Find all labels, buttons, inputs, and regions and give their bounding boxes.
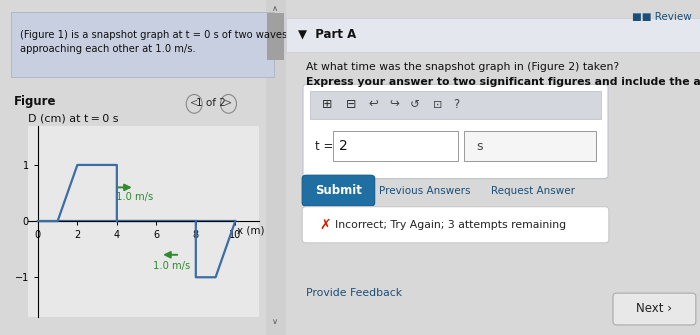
FancyBboxPatch shape (267, 13, 284, 60)
FancyBboxPatch shape (333, 131, 458, 161)
Text: Provide Feedback: Provide Feedback (307, 288, 402, 298)
Text: ↪: ↪ (389, 98, 399, 111)
Text: ⊡: ⊡ (433, 100, 442, 110)
Text: ↺: ↺ (410, 98, 420, 111)
Text: ⊞: ⊞ (322, 98, 332, 111)
Text: ▼  Part A: ▼ Part A (298, 28, 356, 41)
FancyBboxPatch shape (303, 84, 608, 179)
FancyBboxPatch shape (302, 207, 609, 243)
Text: ↩: ↩ (368, 98, 379, 111)
Text: ✗: ✗ (320, 218, 331, 232)
Text: Express your answer to two significant figures and include the appropriate units: Express your answer to two significant f… (307, 77, 700, 87)
Text: Incorrect; Try Again; 3 attempts remaining: Incorrect; Try Again; 3 attempts remaini… (335, 220, 566, 230)
FancyBboxPatch shape (309, 91, 601, 119)
FancyBboxPatch shape (11, 12, 274, 77)
Text: Next ›: Next › (636, 303, 673, 315)
Text: Figure: Figure (14, 95, 57, 109)
Text: D (cm) at t = 0 s: D (cm) at t = 0 s (28, 114, 118, 124)
FancyBboxPatch shape (464, 131, 596, 161)
Text: 1 of 2: 1 of 2 (196, 98, 225, 108)
Text: (Figure 1) is a snapshot graph at t = 0 s of two waves
approaching each other at: (Figure 1) is a snapshot graph at t = 0 … (20, 30, 287, 54)
Text: ?: ? (454, 98, 460, 111)
Text: Submit: Submit (315, 184, 362, 197)
Text: ∧: ∧ (272, 4, 278, 13)
FancyBboxPatch shape (286, 18, 700, 52)
FancyBboxPatch shape (265, 0, 286, 335)
Text: 1.0 m/s: 1.0 m/s (116, 192, 153, 202)
Text: ⊟: ⊟ (346, 98, 356, 111)
Text: ■■ Review: ■■ Review (632, 12, 692, 22)
Text: >: > (225, 98, 232, 108)
Text: ∨: ∨ (272, 317, 278, 326)
Text: 2: 2 (340, 139, 348, 153)
Text: Previous Answers: Previous Answers (379, 186, 470, 196)
Text: At what time was the snapshot graph in (Figure 2) taken?: At what time was the snapshot graph in (… (307, 62, 620, 72)
Text: s: s (476, 140, 483, 153)
Text: <: < (190, 98, 198, 108)
Text: 1.0 m/s: 1.0 m/s (153, 261, 190, 271)
FancyBboxPatch shape (613, 293, 696, 325)
Text: t =: t = (314, 140, 333, 153)
Text: Request Answer: Request Answer (491, 186, 575, 196)
Text: x (m): x (m) (237, 225, 265, 236)
FancyBboxPatch shape (302, 175, 374, 206)
